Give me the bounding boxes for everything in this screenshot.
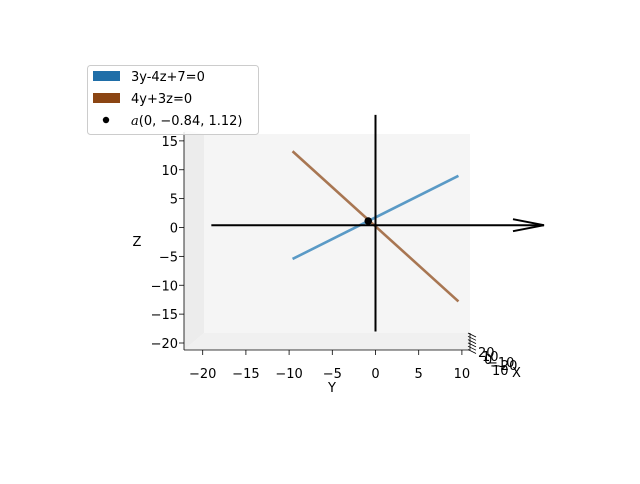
legend-swatch xyxy=(93,71,120,81)
x-tick xyxy=(467,335,477,341)
floor-pane xyxy=(184,333,470,350)
x-tick xyxy=(467,349,477,354)
legend-box xyxy=(87,65,259,135)
y-tick-label: −10 xyxy=(275,367,302,382)
z-tick-label: 0 xyxy=(170,222,178,237)
y-tick-label: 10 xyxy=(454,367,471,382)
x-tick xyxy=(467,342,477,348)
x-tick-label: −10 xyxy=(487,356,514,371)
y-tick-label: −15 xyxy=(232,367,259,382)
legend: 3y-4z+7=0 4y+3z=0 a(0, −0.84, 1.12) xyxy=(87,65,259,135)
x-tick-label: 20 xyxy=(478,346,495,361)
y-tick-label: −5 xyxy=(323,367,342,382)
y-tick-label: 5 xyxy=(415,367,423,382)
side-pane xyxy=(184,130,204,350)
axes: −20 −15 −10 −5 0 5 10Y−20−15−10−5051015Z20100−… xyxy=(133,132,521,396)
legend-label: 4y+3z=0 xyxy=(131,92,192,107)
legend-label: 3y-4z+7=0 xyxy=(131,70,205,85)
x-tick-label: 10 xyxy=(482,350,499,365)
x-tick-label: 10 xyxy=(492,364,509,379)
x-tick-label: −20 xyxy=(490,359,517,374)
legend-swatch xyxy=(93,93,120,103)
legend-point-marker xyxy=(102,116,110,124)
y-tick-label: 0 xyxy=(371,367,379,382)
marks xyxy=(211,114,545,332)
y-axis-label: Y xyxy=(327,381,336,396)
horizontal-arrowhead xyxy=(512,218,545,233)
x-tick xyxy=(467,339,477,344)
z-tick-label: 10 xyxy=(161,164,178,179)
back-pane xyxy=(204,134,470,333)
z-tick-label: −15 xyxy=(151,308,178,323)
legend-point-letter: a xyxy=(131,114,139,129)
z-tick-label: −5 xyxy=(159,250,178,265)
point-a xyxy=(364,217,373,225)
z-axis-label: Z xyxy=(133,235,142,250)
legend-point-coords: (0, −0.84, 1.12) xyxy=(139,114,243,129)
panes xyxy=(184,130,470,350)
x-axis-label: X xyxy=(512,366,521,381)
x-tick-label: 0 xyxy=(484,353,492,368)
y-tick-label: −20 xyxy=(189,367,216,382)
z-tick-label: 15 xyxy=(161,135,178,150)
z-tick-label: −10 xyxy=(151,279,178,294)
x-tick xyxy=(467,345,477,351)
z-tick-label: −20 xyxy=(151,337,178,352)
z-tick-label: 5 xyxy=(170,193,178,208)
x-tick xyxy=(467,332,477,338)
legend-point-label: a(0, −0.84, 1.12) xyxy=(131,114,243,129)
